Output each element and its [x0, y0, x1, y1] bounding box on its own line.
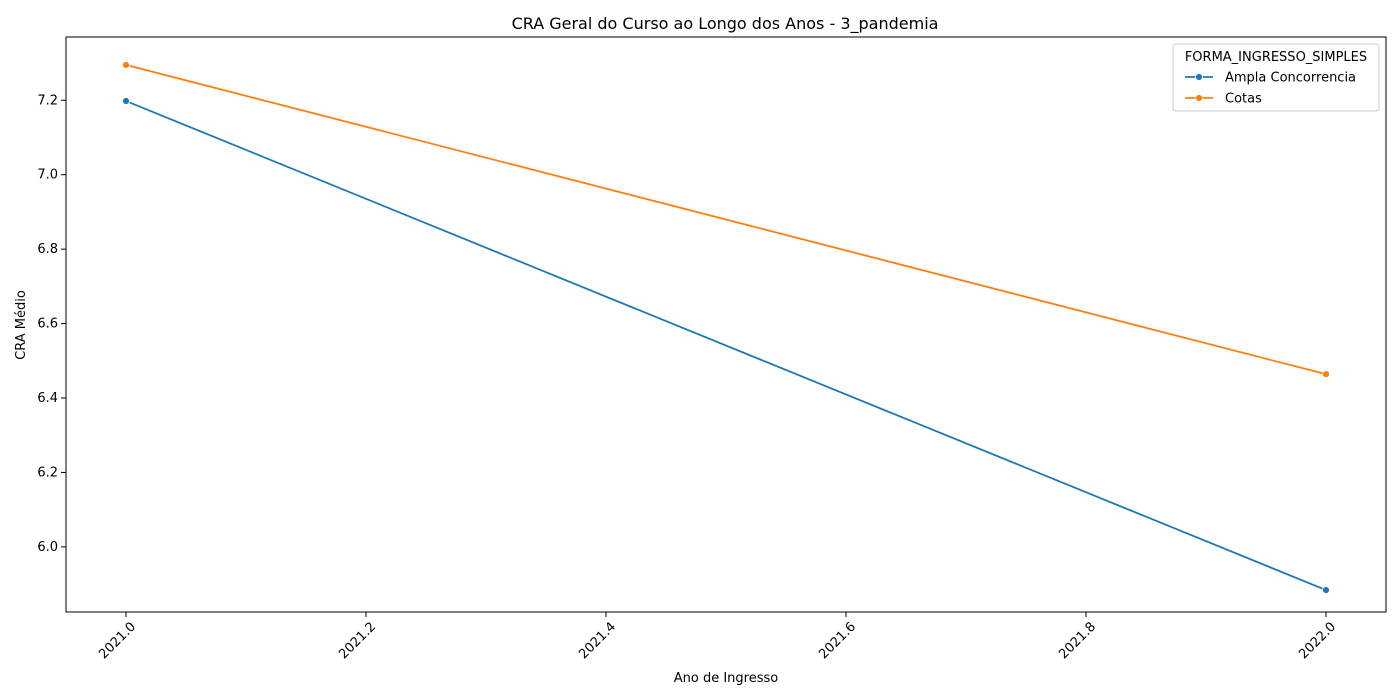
x-tick-label: 2022.0 — [1296, 619, 1339, 662]
y-tick-label: 7.2 — [37, 93, 58, 108]
y-tick-label: 7.0 — [37, 168, 58, 183]
series-line-ampla-concorrencia — [125, 100, 1327, 591]
x-axis-label: Ano de Ingresso — [674, 671, 779, 686]
legend-marker-ampla-concorrencia — [1195, 73, 1203, 81]
legend-label-ampla-concorrencia: Ampla Concorrencia — [1225, 71, 1356, 86]
y-tick-label: 6.0 — [37, 540, 58, 555]
legend: FORMA_INGRESSO_SIMPLES Ampla Concorrenci… — [1172, 43, 1380, 112]
data-point-ampla-concorrencia — [122, 97, 130, 105]
plot-area — [65, 36, 1387, 613]
legend-items: Ampla Concorrencia Cotas — [1185, 71, 1356, 107]
y-tick-label: 6.6 — [37, 317, 58, 332]
chart-title: CRA Geral do Curso ao Longo dos Anos - 3… — [512, 14, 939, 34]
x-tick-label: 2021.0 — [96, 619, 139, 662]
legend-box — [1172, 43, 1380, 112]
y-tick-label: 6.8 — [37, 242, 58, 257]
x-tick-label: 2021.2 — [336, 619, 379, 662]
series-line-cotas — [125, 64, 1327, 376]
legend-marker-cotas — [1195, 94, 1203, 102]
x-tick-label: 2021.6 — [816, 619, 859, 662]
y-tick-label: 6.4 — [37, 391, 58, 406]
y-axis-label: CRA Médio — [14, 290, 29, 360]
data-point-ampla-concorrencia — [1322, 586, 1330, 594]
x-tick-label: 2021.4 — [576, 619, 619, 662]
x-axis: 2021.0 2021.2 2021.4 2021.6 2021.8 2022.0 — [96, 612, 1339, 662]
data-point-cotas — [1322, 370, 1330, 379]
x-tick-label: 2021.8 — [1056, 619, 1099, 662]
series-layer — [122, 61, 1330, 594]
y-axis: 6.0 6.2 6.4 6.6 6.8 7.0 7.2 — [37, 93, 66, 555]
legend-title: FORMA_INGRESSO_SIMPLES — [1185, 50, 1367, 65]
data-point-cotas — [122, 61, 130, 69]
legend-label-cotas: Cotas — [1225, 92, 1262, 107]
y-tick-label: 6.2 — [37, 465, 58, 480]
